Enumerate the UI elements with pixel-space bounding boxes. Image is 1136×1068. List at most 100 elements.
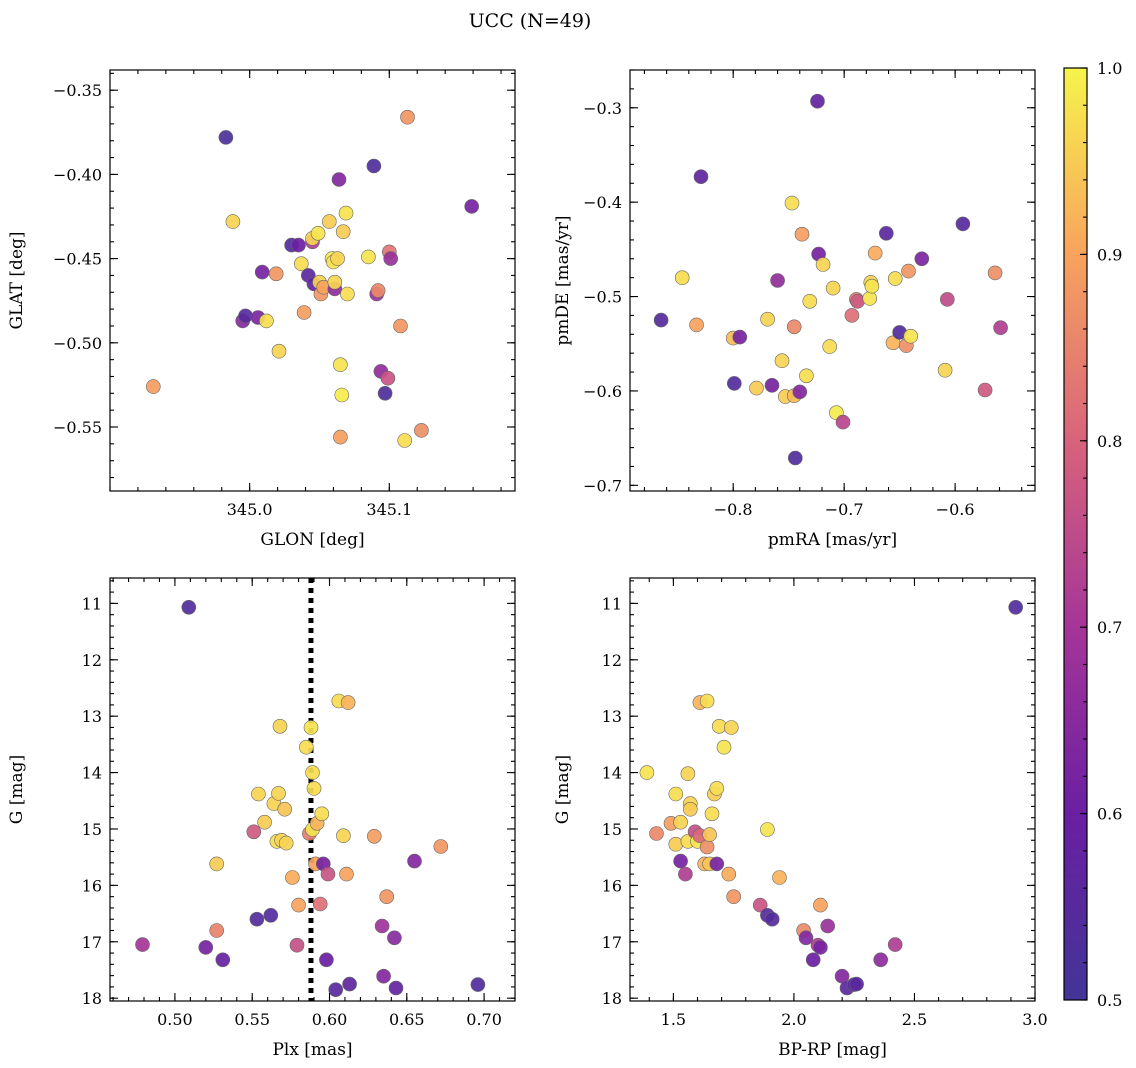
data-point [249, 911, 265, 927]
data-point [774, 353, 790, 369]
y-tick-label: −0.55 [53, 418, 102, 437]
data-point [225, 214, 241, 229]
data-point [377, 385, 393, 401]
data-point [198, 940, 214, 955]
y-tick-label: −0.45 [53, 250, 102, 269]
data-point [901, 263, 916, 279]
data-point [209, 923, 224, 938]
data-point [887, 937, 903, 952]
colorbar-gradient [1064, 68, 1087, 1000]
data-point [285, 870, 300, 885]
y-tick-label: 18 [602, 989, 622, 1008]
data-point [799, 368, 814, 384]
data-point [379, 889, 395, 905]
y-tick-label: −0.5 [583, 288, 622, 307]
data-point [361, 249, 376, 265]
data-point [181, 599, 197, 615]
data-point [784, 195, 800, 211]
data-point [238, 308, 253, 324]
data-point [977, 382, 993, 398]
data-point [764, 911, 780, 927]
data-point [726, 889, 742, 905]
y-tick-label: −0.4 [583, 193, 622, 212]
x-tick-label: −0.6 [936, 500, 975, 519]
data-point [387, 930, 402, 946]
data-point [328, 982, 344, 998]
data-point [291, 237, 306, 253]
data-point [813, 940, 828, 955]
data-point [709, 781, 725, 796]
data-point [792, 384, 808, 400]
y-tick-label: 15 [602, 820, 622, 839]
data-point [470, 977, 486, 992]
data-point [303, 720, 319, 735]
x-tick-label: 345.0 [227, 500, 273, 519]
data-point [955, 216, 971, 232]
x-tick-label: 2.5 [902, 1010, 927, 1029]
data-point [673, 853, 688, 869]
colorbar-tick-label: 0.6 [1097, 805, 1122, 824]
y-axis-label: G [mag] [553, 755, 573, 824]
x-tick-label: −0.8 [714, 500, 753, 519]
axes-frame [109, 69, 516, 492]
data-point [764, 377, 780, 393]
data-point [254, 264, 270, 280]
data-point [289, 937, 305, 953]
data-point [702, 827, 717, 842]
data-point [298, 739, 314, 755]
data-point [215, 952, 231, 968]
data-point [257, 814, 272, 830]
x-axis-label: pmRA [mas/yr] [768, 530, 897, 550]
y-tick-label: 16 [602, 876, 622, 895]
data-point [903, 328, 919, 344]
data-point [878, 226, 894, 241]
data-point [340, 286, 355, 302]
colorbar-tick-label: 0.8 [1097, 432, 1122, 451]
data-point [867, 245, 883, 261]
x-tick-label: −0.7 [825, 500, 864, 519]
y-tick-label: 13 [602, 707, 622, 726]
data-point [993, 320, 1008, 336]
colorbar-frame [1063, 67, 1088, 1001]
axes-frame [629, 69, 1036, 492]
data-point [209, 856, 224, 872]
data-point [277, 801, 293, 817]
data-point [400, 109, 415, 125]
data-point [815, 257, 831, 272]
data-point [414, 423, 429, 438]
x-tick-label: 3.0 [1022, 1010, 1047, 1029]
y-tick-label: −0.6 [583, 382, 622, 401]
y-tick-label: 11 [82, 594, 102, 613]
data-point [813, 897, 828, 913]
data-point [709, 856, 725, 872]
axes-frame [629, 577, 1036, 1002]
data-point [383, 251, 399, 266]
data-point [723, 720, 739, 735]
data-point [320, 866, 336, 882]
data-point [668, 786, 684, 802]
data-point [272, 718, 288, 734]
y-axis-label: GLAT [deg] [7, 231, 27, 329]
x-axis-label: Plx [mas] [272, 1040, 352, 1060]
data-point [366, 828, 382, 844]
data-point [760, 822, 775, 837]
data-point [146, 379, 161, 394]
data-point [397, 433, 413, 448]
data-point [433, 839, 449, 854]
y-tick-label: 16 [82, 876, 102, 895]
data-point [314, 806, 330, 822]
data-point [802, 293, 818, 309]
y-axis-label: pmDE [mas/yr] [553, 215, 573, 345]
scatter-panel-2: −0.8 −0.7 −0.6 −0.3 −0.4 −0.5 −0.6 −0.7 pmRA [ma… [553, 69, 1036, 550]
y-tick-label: −0.7 [583, 476, 622, 495]
data-point [334, 387, 350, 403]
data-point [218, 130, 234, 145]
x-tick-label: 0.65 [389, 1010, 425, 1029]
data-point [678, 866, 693, 882]
data-point [374, 918, 390, 934]
data-point [674, 270, 690, 286]
x-tick-label: 1.5 [661, 1010, 686, 1029]
data-point [330, 251, 345, 266]
data-point [787, 450, 803, 466]
data-point [271, 343, 287, 359]
